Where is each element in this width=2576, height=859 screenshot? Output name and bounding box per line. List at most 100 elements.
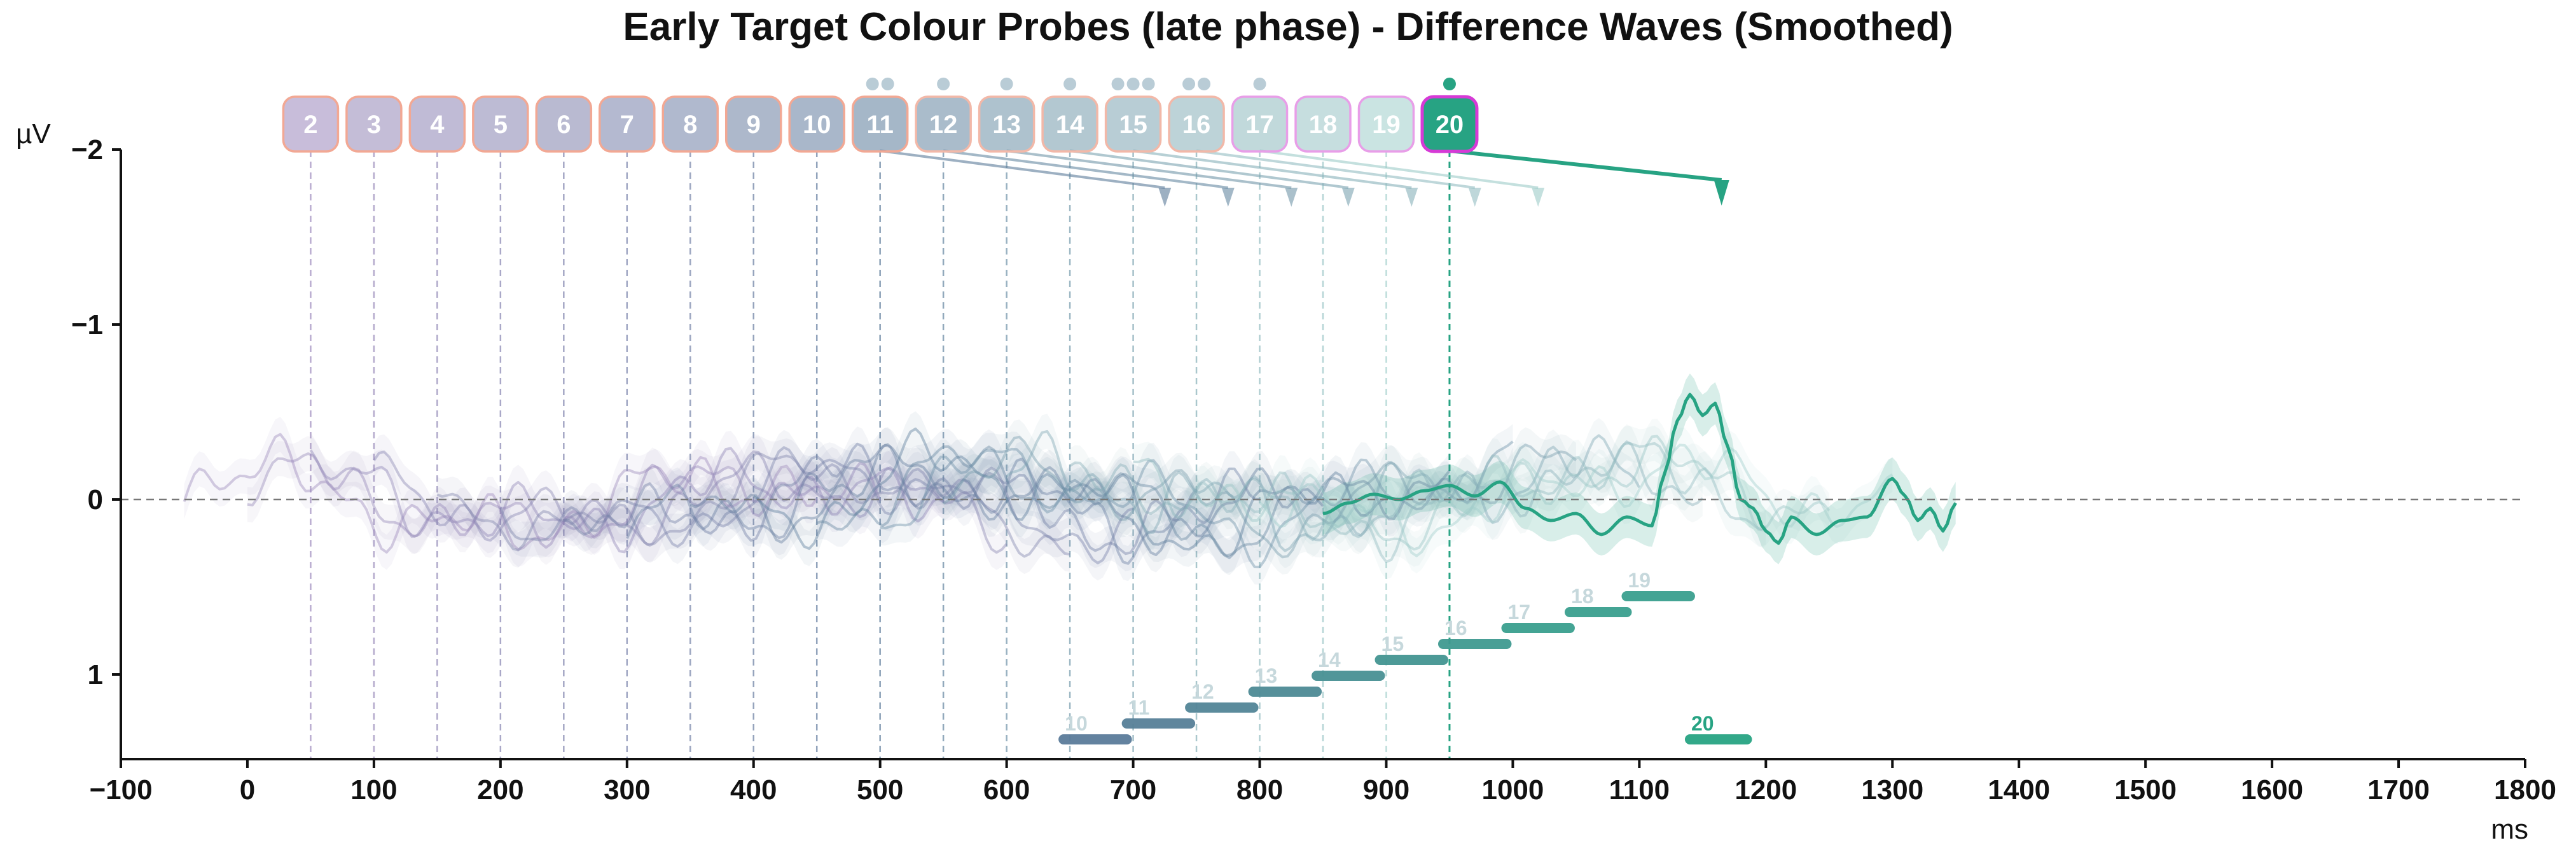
probe-box-2: 2	[282, 95, 340, 153]
x-tick-label: 1100	[1609, 774, 1670, 806]
probe-box-bg	[408, 95, 466, 153]
y-axis-unit-label: µV	[16, 118, 51, 150]
probe-guide-lines	[310, 151, 1451, 759]
probe-box-12: 12	[915, 95, 972, 153]
x-tick-label: 0	[240, 774, 255, 806]
probe-box-bg	[1168, 95, 1225, 153]
wave-line-8	[564, 442, 1198, 555]
x-tick-label: 1800	[2494, 774, 2556, 806]
sig-bar-label-20: 20	[1691, 712, 1714, 735]
probe-box-3: 3	[345, 95, 403, 153]
probe-box-label: 14	[1056, 111, 1084, 139]
wave-line-11	[752, 427, 1387, 559]
probe-box-label: 20	[1436, 111, 1464, 139]
probe-dot	[1063, 78, 1077, 90]
probe-box-bg	[535, 95, 593, 153]
probe-box-bg	[472, 95, 529, 153]
probe-box-label: 15	[1119, 111, 1147, 139]
arrow-head-950	[1714, 180, 1729, 206]
wave-band-2	[184, 417, 817, 570]
wave-line-6	[436, 452, 1070, 558]
y-tick-label: −2	[71, 134, 103, 165]
arrow-line-700	[1133, 150, 1412, 189]
probe-box-7: 7	[599, 95, 656, 153]
probe-box-8: 8	[661, 95, 719, 153]
wave-line-13	[880, 440, 1514, 569]
wave-band-16	[1070, 424, 1703, 557]
probe-box-bg	[1357, 95, 1415, 153]
probe-arrows	[880, 149, 1729, 207]
arrow-head-800	[1532, 188, 1545, 207]
sig-bar-label-14: 14	[1318, 648, 1341, 671]
arrow-head-500	[1158, 188, 1172, 207]
x-tick-label: 400	[730, 774, 777, 806]
probe-box-label: 3	[367, 111, 381, 139]
arrow-line-550	[943, 150, 1229, 189]
probe-box-bg	[978, 95, 1035, 153]
probe-box-17: 17	[1231, 95, 1289, 153]
probe-box-label: 19	[1372, 111, 1401, 139]
x-tick-label: −100	[89, 774, 152, 806]
wave-band-20	[1323, 374, 1956, 564]
probe-dots	[866, 78, 1456, 90]
x-tick-label: 700	[1110, 774, 1156, 806]
probe-box-9: 9	[724, 95, 782, 153]
arrow-line-800	[1259, 150, 1539, 189]
x-tick-label: 500	[857, 774, 903, 806]
probe-dot	[1000, 78, 1013, 90]
wave-line-18	[1195, 435, 1831, 551]
x-tick-label: 200	[477, 774, 523, 806]
signature-bars: 10 11 12 13 14 15 16 17 18 19 20	[1058, 569, 1752, 744]
probe-dot	[1111, 78, 1125, 90]
wave-line-20	[1322, 393, 1957, 545]
probe-box-5: 5	[472, 95, 529, 153]
x-tick-label: 100	[350, 774, 397, 806]
probe-box-label: 11	[867, 111, 894, 139]
arrow-line-750	[1196, 150, 1475, 189]
probe-box-label: 4	[430, 111, 445, 139]
probe-box-10: 10	[788, 95, 845, 153]
probe-box-bg	[1041, 95, 1098, 153]
probe-box-label: 18	[1309, 111, 1338, 139]
probe-box-bg	[599, 95, 656, 153]
sig-bar-label-17: 17	[1507, 601, 1530, 624]
sig-bar-label-12: 12	[1191, 680, 1214, 703]
wave-band-15	[1006, 414, 1640, 569]
probe-dot	[1253, 78, 1266, 90]
probe-dot	[1126, 78, 1140, 90]
probe-dot	[1182, 78, 1196, 90]
wave-line-15	[1006, 429, 1641, 552]
wave-band-3	[247, 436, 880, 565]
probe-box-bg	[788, 95, 845, 153]
wave-line-16	[1069, 440, 1704, 541]
x-tick-label: 900	[1363, 774, 1409, 806]
probe-box-6: 6	[535, 95, 593, 153]
wave-line-12	[816, 445, 1451, 557]
probe-box-bg	[724, 95, 782, 153]
probe-box-label: 16	[1182, 111, 1211, 139]
wave-band-12	[817, 429, 1450, 573]
probe-box-bg	[345, 95, 403, 153]
wave-band-9	[627, 428, 1260, 582]
sig-bar-label-16: 16	[1444, 617, 1467, 639]
wave-line-14	[943, 435, 1577, 559]
probe-box-13: 13	[978, 95, 1035, 153]
sig-bar-label-13: 13	[1255, 664, 1278, 687]
x-tick-label: 1600	[2241, 774, 2303, 806]
x-axis-unit-label: ms	[2491, 814, 2528, 845]
probe-box-14: 14	[1041, 95, 1098, 153]
arrow-line-650	[1069, 150, 1349, 189]
y-tick-label: 0	[88, 484, 103, 515]
arrow-head-750	[1468, 188, 1481, 207]
wave-line-4	[309, 447, 945, 554]
wave-line-2	[183, 433, 818, 554]
probe-box-bg	[661, 95, 719, 153]
sig-bar-label-10: 10	[1065, 712, 1088, 735]
probe-dot	[1142, 78, 1155, 90]
wave-line-7	[499, 446, 1134, 564]
x-tick-label: 600	[983, 774, 1030, 806]
wave-band-11	[753, 411, 1387, 576]
axes: −100 0 100 200 300 400 500 600 700 800 900 1000 1100…	[71, 134, 2556, 806]
arrow-line-950	[1449, 149, 1722, 182]
